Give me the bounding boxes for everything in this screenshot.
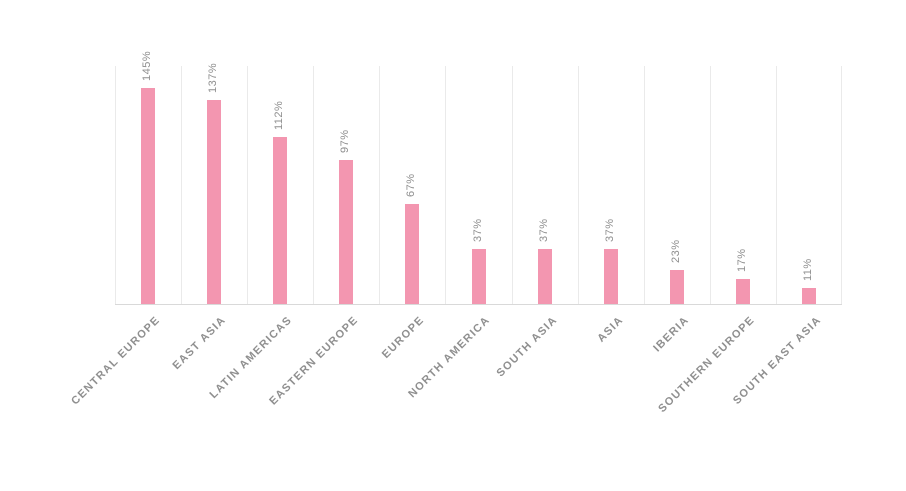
bar-value-label: 97% xyxy=(339,129,351,153)
category-label: EAST ASIA xyxy=(170,314,229,372)
category-label: IBERIA xyxy=(651,314,692,355)
bar xyxy=(736,279,750,304)
bar-value-label: 17% xyxy=(736,248,748,272)
gridline xyxy=(578,66,579,304)
gridline xyxy=(445,66,446,304)
gridline xyxy=(115,66,116,304)
bar xyxy=(207,100,221,304)
gridline xyxy=(512,66,513,304)
bar xyxy=(802,288,816,304)
bar xyxy=(405,204,419,304)
gridline xyxy=(841,66,842,304)
bar-value-label: 23% xyxy=(670,239,682,263)
bar xyxy=(339,160,353,304)
bar-value-label: 11% xyxy=(802,258,814,281)
bar xyxy=(273,137,287,304)
bar xyxy=(538,249,552,304)
bar-value-label: 67% xyxy=(405,173,417,197)
category-label: CENTRAL EUROPE xyxy=(69,314,163,408)
bar-value-label: 37% xyxy=(604,218,616,242)
bar-value-label: 145% xyxy=(141,50,153,81)
bar-value-label: 112% xyxy=(273,100,285,130)
bar-value-label: 37% xyxy=(538,218,550,242)
gridline xyxy=(379,66,380,304)
gridline xyxy=(313,66,314,304)
bar-value-label: 137% xyxy=(207,62,219,93)
bar xyxy=(604,249,618,304)
bar xyxy=(670,270,684,304)
bar-value-label: 37% xyxy=(472,218,484,242)
bar xyxy=(472,249,486,304)
gridline xyxy=(644,66,645,304)
gridline xyxy=(710,66,711,304)
gridline xyxy=(247,66,248,304)
gridline xyxy=(181,66,182,304)
category-label: SOUTH ASIA xyxy=(494,314,560,380)
plot-area: 145% 137% 112% 97% 67% 37% 37% 37% 23% 17% 11% xyxy=(115,51,842,305)
x-axis-labels: CENTRAL EUROPE EAST ASIA LATIN AMERICAS EAS… xyxy=(69,305,842,491)
gridline xyxy=(776,66,777,304)
bar xyxy=(141,88,155,304)
category-label: ASIA xyxy=(594,314,626,345)
category-label: EUROPE xyxy=(379,314,427,361)
